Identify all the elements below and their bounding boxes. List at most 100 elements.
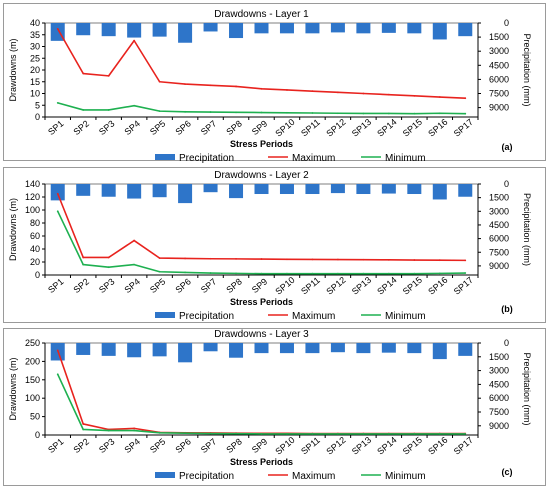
precipitation-bar [330, 23, 345, 33]
precipitation-bar [203, 343, 218, 352]
maximum-data-point [158, 80, 161, 83]
minimum-data-point [107, 429, 110, 432]
y-tick-label-left: 35 [30, 30, 40, 40]
precipitation-bar [279, 343, 294, 354]
precipitation-bar [305, 23, 320, 34]
precipitation-bar [229, 184, 244, 199]
precipitation-bar [254, 343, 269, 354]
minimum-data-point [438, 272, 441, 275]
precipitation-bar [178, 343, 193, 363]
y-tick-label-right: 1500 [489, 193, 509, 203]
minimum-data-point [133, 263, 136, 266]
precipitation-bar [203, 23, 218, 32]
minimum-data-point [311, 272, 314, 275]
precipitation-bar [279, 23, 294, 34]
minimum-data-point [413, 112, 416, 115]
maximum-data-point [158, 257, 161, 259]
legend-label-minimum: Minimum [385, 471, 426, 482]
y-tick-label-right: 1500 [489, 352, 509, 362]
precipitation-bar [254, 23, 269, 34]
minimum-data-point [362, 432, 365, 435]
y-tick-label-left: 40 [30, 18, 40, 28]
minimum-data-point [464, 272, 467, 274]
maximum-data-point [56, 27, 59, 30]
minimum-data-point [464, 112, 467, 115]
precipitation-bar [229, 23, 244, 39]
minimum-data-point [133, 429, 136, 432]
minimum-data-point [260, 432, 263, 435]
y-tick-label-right: 0 [504, 338, 509, 348]
y-tick-label-left: 200 [25, 356, 40, 366]
maximum-data-point [184, 83, 186, 85]
legend-label-precipitation: Precipitation [179, 153, 234, 164]
maximum-data-point [413, 94, 416, 97]
minimum-data-point [387, 432, 390, 435]
panel-label: (c) [502, 467, 513, 477]
y-tick-label-right: 3000 [489, 206, 509, 216]
minimum-data-point [337, 112, 339, 115]
precipitation-bar [458, 23, 473, 37]
maximum-data-point [286, 89, 288, 91]
y-axis-label-left: Drawdowns (m) [8, 38, 18, 101]
precipitation-bar [127, 184, 142, 199]
legend-swatch-precipitation [155, 312, 175, 318]
y-tick-label-left: 60 [30, 231, 40, 241]
precipitation-bar [279, 184, 294, 195]
y-tick-label-right: 3000 [489, 366, 509, 376]
maximum-data-point [56, 349, 59, 352]
maximum-data-point [337, 258, 339, 261]
minimum-data-point [56, 210, 59, 213]
x-axis-label: Stress Periods [230, 297, 293, 307]
y-tick-label-left: 25 [30, 53, 40, 63]
maximum-data-point [438, 96, 441, 98]
maximum-data-point [337, 91, 339, 94]
chart-title: Drawdowns - Layer 1 [214, 9, 309, 20]
minimum-data-point [184, 110, 186, 113]
x-axis-label: Stress Periods [230, 457, 293, 467]
y-tick-label-right: 7500 [489, 89, 509, 99]
maximum-data-point [133, 39, 136, 42]
y-tick-label-right: 1500 [489, 32, 509, 42]
legend-label-precipitation: Precipitation [179, 311, 234, 322]
minimum-data-point [184, 271, 186, 274]
y-tick-label-right: 4500 [489, 60, 509, 70]
chart-panel-3: Drawdowns - Layer 3 0 50 100 150 200 250 0 1500 3… [3, 328, 546, 486]
maximum-data-point [464, 97, 467, 100]
minimum-data-point [107, 266, 110, 269]
y-tick-label-right: 9000 [489, 103, 509, 113]
legend-label-maximum: Maximum [292, 311, 335, 322]
minimum-data-point [209, 432, 212, 435]
y-tick-label-left: 0 [35, 270, 40, 280]
precipitation-bar [76, 23, 91, 36]
minimum-data-point [184, 432, 186, 435]
precipitation-bar [305, 184, 320, 195]
y-tick-label-left: 80 [30, 218, 40, 228]
precipitation-bar [229, 343, 244, 358]
maximum-data-point [362, 258, 365, 261]
y-tick-label-left: 20 [30, 65, 40, 75]
legend-label-maximum: Maximum [292, 471, 335, 482]
maximum-data-point [438, 259, 441, 262]
maximum-data-point [184, 257, 186, 260]
y-tick-label-right: 6000 [489, 393, 509, 403]
maximum-data-point [82, 72, 85, 75]
y-tick-label-right: 4500 [489, 379, 509, 389]
legend-label-precipitation: Precipitation [179, 471, 234, 482]
minimum-data-point [82, 109, 85, 111]
minimum-data-point [235, 432, 237, 435]
y-tick-label-left: 100 [25, 205, 40, 215]
precipitation-bar [178, 23, 193, 43]
minimum-data-point [387, 112, 390, 115]
precipitation-bar [178, 184, 193, 204]
minimum-data-point [387, 272, 390, 275]
y-tick-label-right: 0 [504, 179, 509, 189]
maximum-data-point [133, 427, 136, 430]
maximum-data-point [387, 258, 390, 261]
y-tick-label-left: 0 [35, 430, 40, 440]
legend-label-minimum: Minimum [385, 311, 426, 322]
minimum-data-point [209, 272, 212, 274]
minimum-data-point [311, 432, 314, 435]
y-axis-label-right: Precipitation (mm) [522, 193, 532, 266]
y-tick-label-left: 50 [30, 412, 40, 422]
